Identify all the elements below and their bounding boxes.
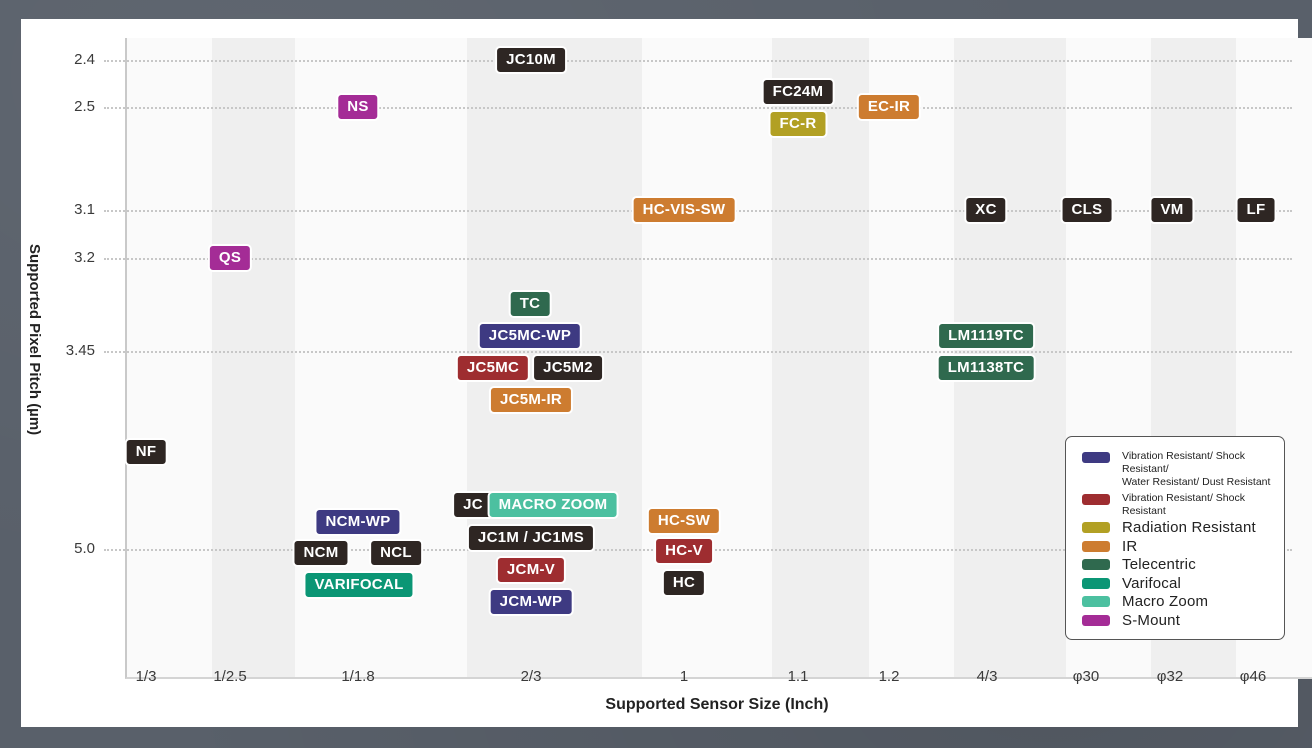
gridline-3.2 <box>104 258 1292 260</box>
legend-swatch <box>1082 493 1110 505</box>
legend-item: Vibration Resistant/ Shock Resistant <box>1082 491 1274 518</box>
x-tick-label: φ30 <box>1072 668 1100 685</box>
series-badge-jcm-wp: JCM-WP <box>488 588 574 616</box>
legend-swatch <box>1082 596 1110 608</box>
series-badge-qs: QS <box>207 244 253 272</box>
series-badge-jc5mc: JC5MC <box>455 354 531 382</box>
legend-swatch <box>1082 577 1110 589</box>
series-badge-jc1m-jc1ms: JC1M / JC1MS <box>466 524 596 552</box>
series-badge-cls: CLS <box>1060 196 1114 224</box>
gridline-3.45 <box>104 351 1292 353</box>
series-badge-fc-r: FC-R <box>768 110 828 138</box>
series-badge-ncm: NCM <box>292 539 350 567</box>
y-tick-label: 5.0 <box>74 540 95 557</box>
x-tick-label: 4/3 <box>976 668 998 685</box>
series-badge-lf: LF <box>1235 196 1277 224</box>
x-tick-label: φ32 <box>1156 668 1184 685</box>
series-badge-tc: TC <box>508 290 552 318</box>
series-badge-hc-v: HC-V <box>654 537 714 565</box>
series-badge-varifocal: VARIFOCAL <box>303 571 415 599</box>
series-badge-hc-sw: HC-SW <box>646 507 722 535</box>
x-tick-label: 1.2 <box>878 668 900 685</box>
series-badge-vm: VM <box>1149 196 1195 224</box>
series-badge-ns: NS <box>336 93 380 121</box>
legend-item-label: IR <box>1122 537 1138 555</box>
gridline-2.5 <box>104 107 1292 109</box>
legend-swatch <box>1082 522 1110 534</box>
series-badge-ncl: NCL <box>369 539 423 567</box>
legend-item: Macro Zoom <box>1082 593 1274 610</box>
y-tick-label: 3.1 <box>74 201 95 218</box>
y-tick-label: 2.5 <box>74 98 95 115</box>
y-tick-label: 2.4 <box>74 51 95 68</box>
legend-item-label: Vibration Resistant/ Shock Resistant/Wat… <box>1122 450 1271 488</box>
legend-swatch <box>1082 559 1110 571</box>
legend-item: IR <box>1082 538 1274 555</box>
series-badge-jc5mc-wp: JC5MC-WP <box>477 322 583 350</box>
x-tick-label: 1 <box>679 668 689 685</box>
series-badge-nf: NF <box>124 438 168 466</box>
y-tick-label: 3.2 <box>74 249 95 266</box>
series-badge-ec-ir: EC-IR <box>856 93 922 121</box>
legend-item: S-Mount <box>1082 612 1274 629</box>
legend-swatch <box>1082 614 1110 626</box>
x-axis-title: Supported Sensor Size (Inch) <box>605 696 829 713</box>
series-badge-jc10m: JC10M <box>495 46 567 74</box>
legend: Vibration Resistant/ Shock Resistant/Wat… <box>1065 436 1285 640</box>
series-badge-lm1119tc: LM1119TC <box>937 322 1035 350</box>
plot-band-13 <box>127 38 212 677</box>
legend-swatch <box>1082 452 1110 463</box>
legend-item-label: Radiation Resistant <box>1122 519 1256 537</box>
y-axis-title: Supported Pixel Pitch (µm) <box>26 244 43 436</box>
series-badge-lm1138tc: LM1138TC <box>936 354 1036 382</box>
plot-band-11.8 <box>295 38 467 677</box>
series-badge-ncm-wp: NCM-WP <box>314 508 402 536</box>
plot-band-12.5 <box>212 38 295 677</box>
x-tick-label: 1/2.5 <box>213 668 247 685</box>
series-badge-fc24m: FC24M <box>761 78 835 106</box>
series-badge-macro-zoom: MACRO ZOOM <box>487 491 619 519</box>
x-tick-label: 1.1 <box>787 668 809 685</box>
x-tick-label: 1/3 <box>135 668 157 685</box>
legend-item: Varifocal <box>1082 575 1274 592</box>
series-badge-xc: XC <box>964 196 1008 224</box>
x-tick-label: 1/1.8 <box>341 668 375 685</box>
x-tick-label: 2/3 <box>520 668 542 685</box>
legend-item: Vibration Resistant/ Shock Resistant/Wat… <box>1082 449 1274 489</box>
legend-item-label: Macro Zoom <box>1122 593 1209 611</box>
legend-item: Telecentric <box>1082 556 1274 573</box>
legend-item-label: Telecentric <box>1122 556 1196 574</box>
legend-item-label: Vibration Resistant/ Shock Resistant <box>1122 491 1245 517</box>
x-tick-label: φ46 <box>1239 668 1267 685</box>
legend-item-label: Varifocal <box>1122 574 1182 592</box>
series-badge-jc5m2: JC5M2 <box>532 354 604 382</box>
series-badge-jcm-v: JCM-V <box>495 556 567 584</box>
series-badge-hc-vis-sw: HC-VIS-SW <box>631 196 737 224</box>
legend-swatch <box>1082 540 1110 552</box>
legend-item: Radiation Resistant <box>1082 519 1274 536</box>
plot-band-1.1 <box>772 38 869 677</box>
y-tick-label: 3.45 <box>65 342 95 359</box>
legend-item-label: S-Mount <box>1122 611 1181 629</box>
series-badge-jc5m-ir: JC5M-IR <box>488 386 574 414</box>
series-badge-hc: HC <box>661 569 707 597</box>
gridline-2.4 <box>104 60 1292 62</box>
